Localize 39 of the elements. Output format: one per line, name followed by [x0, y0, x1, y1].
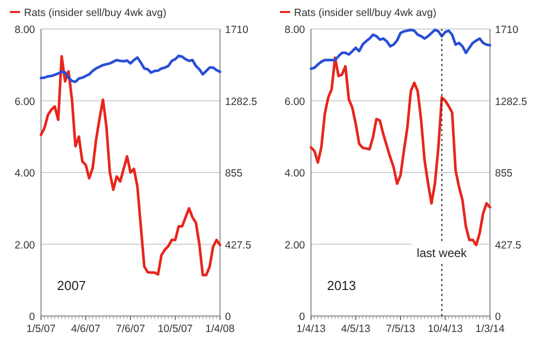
y2-tick-label: 1282.5	[225, 96, 258, 108]
y-tick-label: 0	[29, 311, 36, 323]
x-tick-label: 1/5/07	[26, 323, 56, 335]
legend-label: Rats (insider sell/buy 4wk avg)	[294, 7, 436, 19]
ref-line-label: last week	[416, 246, 468, 260]
y-tick-label: 4.00	[14, 168, 36, 180]
line-series	[40, 54, 222, 84]
y-tick-label: 0	[299, 311, 306, 323]
x-tick-label: 4/5/13	[341, 323, 370, 335]
y2-tick-label: 427.5	[495, 239, 522, 252]
x-tick-label: 4/6/07	[71, 323, 100, 335]
line-series	[40, 54, 222, 276]
y-tick-label: 4.00	[284, 168, 306, 180]
y2-tick-label: 855	[225, 168, 243, 180]
y2-tick-label: 427.5	[225, 239, 252, 252]
y-tick-label: 6.00	[284, 96, 306, 108]
y-tick-label: 8.00	[284, 24, 306, 36]
y-tick-label: 2.00	[284, 239, 306, 252]
x-tick-label: 1/4/08	[205, 323, 235, 335]
y2-tick-label: 855	[495, 168, 513, 180]
line-series	[310, 56, 492, 246]
x-tick-label: 1/3/14	[475, 323, 505, 335]
x-tick-label: 10/4/13	[428, 323, 463, 335]
y2-tick-label: 1710	[495, 24, 519, 36]
line-series	[310, 28, 492, 70]
annotation: 2007	[57, 278, 86, 293]
y-tick-label: 2.00	[14, 239, 36, 252]
y-tick-label: 8.00	[14, 24, 36, 36]
x-tick-label: 7/5/13	[386, 323, 416, 335]
y2-tick-label: 1282.5	[495, 96, 528, 108]
annotation: 2013	[327, 278, 356, 293]
x-tick-label: 1/4/13	[296, 323, 326, 335]
x-tick-label: 10/5/07	[158, 323, 193, 335]
y2-tick-label: 1710	[225, 24, 249, 36]
y2-tick-label: 0	[225, 311, 231, 323]
y2-tick-label: 0	[495, 311, 501, 323]
y-tick-label: 6.00	[14, 96, 36, 108]
legend-label: Rats (insider sell/buy 4wk avg)	[24, 7, 166, 19]
x-tick-label: 7/6/07	[116, 323, 146, 335]
